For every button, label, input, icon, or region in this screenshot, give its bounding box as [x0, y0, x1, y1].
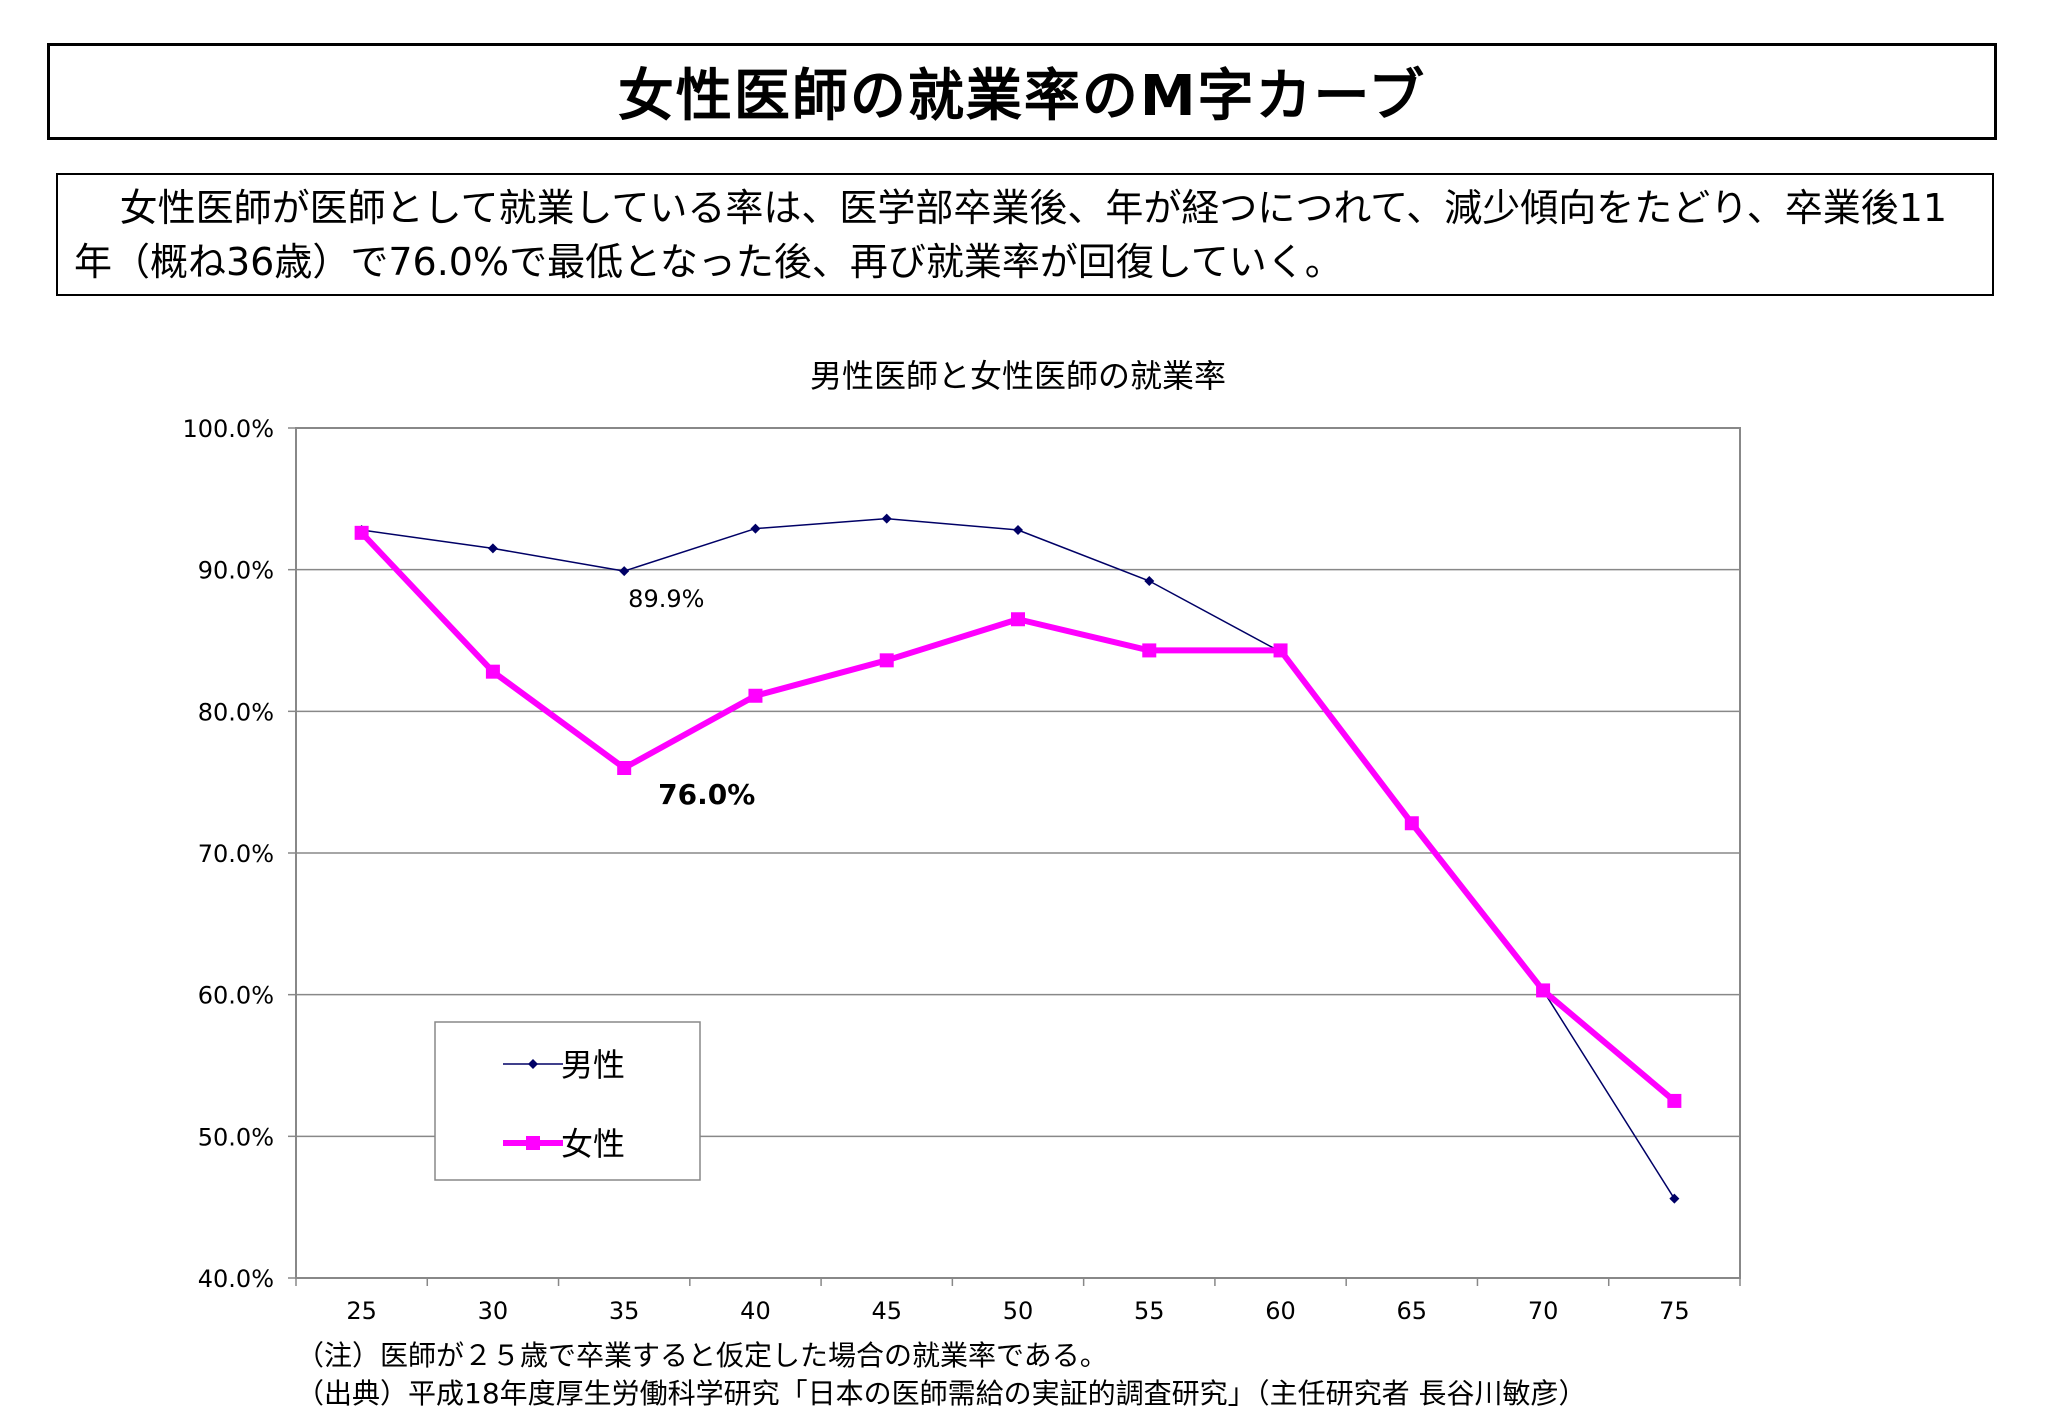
y-tick-label: 100.0%: [182, 415, 274, 443]
y-tick-label: 60.0%: [198, 982, 274, 1010]
data-point: [1667, 1093, 1682, 1108]
chart-title: 男性医師と女性医師の就業率: [810, 357, 1226, 395]
data-point: [617, 761, 632, 775]
data-point: [879, 653, 894, 668]
x-tick-label: 70: [1528, 1297, 1559, 1325]
data-point: [1669, 1193, 1680, 1204]
y-tick-label: 50.0%: [198, 1123, 274, 1151]
x-tick-label: 60: [1265, 1297, 1296, 1325]
x-tick-label: 35: [609, 1297, 640, 1325]
legend-box: [434, 1021, 701, 1181]
data-point: [1011, 612, 1025, 627]
data-point: [1273, 643, 1288, 658]
data-point: [1142, 643, 1157, 658]
y-tick-label: 90.0%: [198, 557, 274, 585]
legend-label: 女性: [561, 1125, 625, 1163]
page-title: 女性医師の就業率のM字カーブ: [617, 64, 1427, 129]
x-tick-label: 30: [478, 1297, 509, 1325]
x-tick-label: 65: [1397, 1297, 1428, 1325]
y-tick-label: 80.0%: [198, 698, 274, 726]
x-tick-label: 45: [871, 1297, 902, 1325]
notes: （注）医師が２５歳で卒業すると仮定した場合の就業率である。 （出典）平成18年度…: [296, 1337, 1587, 1413]
summary-box: 女性医師が医師として就業している率は、医学部卒業後、年が経つにつれて、減少傾向を…: [56, 173, 1994, 296]
data-point: [881, 513, 892, 524]
line-chart: 男性医師と女性医師の就業率 40.0% 50.0% 60.0% 70.0% 80.0% 90…: [182, 357, 1741, 1325]
x-tick-label: 55: [1134, 1297, 1165, 1325]
data-point: [1536, 983, 1551, 998]
data-point: [487, 543, 498, 554]
data-point: [1404, 816, 1419, 831]
legend-marker: [526, 1136, 540, 1150]
summary-text: 女性医師が医師として就業している率は、医学部卒業後、年が経つにつれて、減少傾向を…: [74, 186, 1948, 284]
data-point: [619, 566, 630, 577]
data-point: [748, 688, 763, 703]
data-label: 89.9%: [628, 585, 704, 613]
x-tick-label: 50: [1003, 1297, 1034, 1325]
title-box: 女性医師の就業率のM字カーブ: [47, 43, 1997, 140]
x-tick-label: 25: [346, 1297, 377, 1325]
data-point: [485, 664, 500, 679]
legend-marker: [528, 1059, 538, 1069]
data-label: 76.0%: [658, 778, 755, 811]
data-point: [1013, 525, 1023, 535]
source-line: （出典）平成18年度厚生労働科学研究「日本の医師需給の実証的調査研究」（主任研究…: [296, 1377, 1587, 1410]
x-tick-label: 75: [1659, 1297, 1690, 1325]
y-tick-label: 70.0%: [198, 840, 274, 868]
data-point: [1144, 576, 1155, 586]
note-line: （注）医師が２５歳で卒業すると仮定した場合の就業率である。: [296, 1339, 1108, 1372]
data-point: [750, 523, 761, 534]
x-tick-label: 40: [740, 1297, 771, 1325]
data-point: [354, 525, 369, 540]
chart-container: 男性医師と女性医師の就業率 40.0% 50.0% 60.0% 70.0% 80.0% 90…: [0, 330, 2048, 1350]
legend-label: 男性: [561, 1046, 625, 1084]
y-tick-label: 40.0%: [198, 1265, 274, 1293]
